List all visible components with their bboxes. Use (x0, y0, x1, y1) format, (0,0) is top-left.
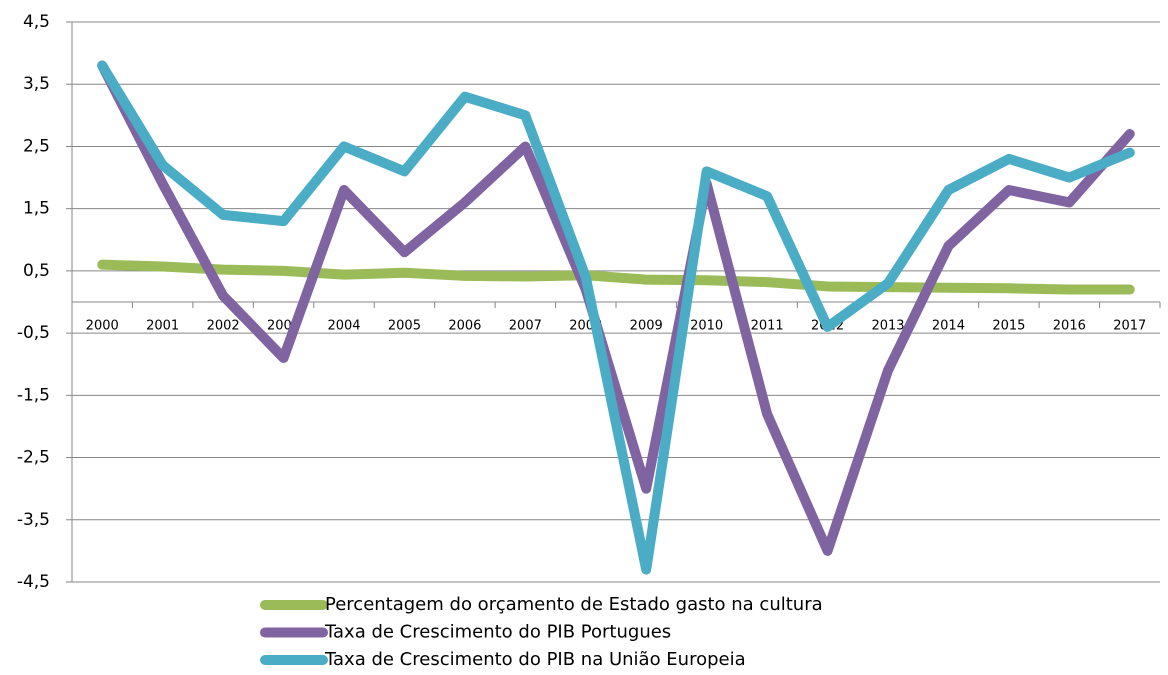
series-line (97, 60, 1135, 575)
x-tick-label: 2006 (448, 319, 481, 334)
x-tick-label: 2013 (871, 319, 904, 334)
y-tick-label: 0,5 (23, 261, 50, 281)
series-line (97, 259, 1135, 295)
y-tick-label: -3,5 (17, 510, 50, 530)
x-tick-label: 2002 (207, 319, 240, 334)
x-tick-label: 2005 (388, 319, 421, 334)
legend-label: Taxa de Crescimento do PIB Portugues (324, 622, 671, 643)
y-tick-label: 2,5 (23, 136, 50, 156)
x-tick-label: 2010 (690, 319, 723, 334)
x-tick-label: 2007 (509, 319, 542, 334)
y-tick-label: 1,5 (23, 199, 50, 219)
y-tick-label: -4,5 (17, 572, 50, 592)
x-tick-label: 2017 (1113, 319, 1146, 334)
y-tick-label: 4,5 (23, 12, 50, 32)
x-tick-label: 2016 (1053, 319, 1086, 334)
x-tick-label: 2009 (630, 319, 663, 334)
x-tick-label: 2011 (751, 319, 784, 334)
series-line (97, 60, 1135, 556)
x-tick-label: 2000 (86, 319, 119, 334)
x-tick-label: 2004 (327, 319, 360, 334)
y-tick-label: 3,5 (23, 74, 50, 94)
y-tick-label: -0,5 (17, 323, 50, 343)
x-tick-label: 2014 (932, 319, 965, 334)
x-tick-label: 2015 (992, 319, 1025, 334)
legend-label: Taxa de Crescimento do PIB na União Euro… (324, 649, 746, 670)
x-tick-label: 2001 (146, 319, 179, 334)
legend-label: Percentagem do orçamento de Estado gasto… (325, 594, 823, 615)
y-tick-label: -2,5 (17, 448, 50, 468)
y-tick-label: -1,5 (17, 385, 50, 405)
